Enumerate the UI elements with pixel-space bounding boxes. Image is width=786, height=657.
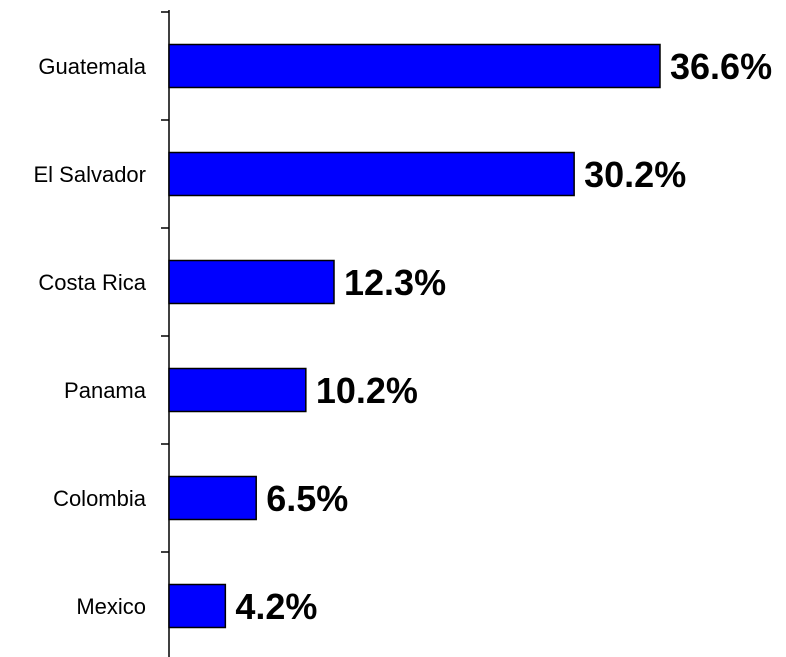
- category-label: Panama: [64, 378, 147, 403]
- category-labels: Guatemala El Salvador Costa Rica Panama Colo…: [33, 54, 146, 619]
- bar-guatemala: [169, 45, 660, 88]
- data-label: 4.2%: [235, 586, 317, 627]
- category-label: Colombia: [53, 486, 147, 511]
- category-label: Costa Rica: [38, 270, 146, 295]
- data-label: 10.2%: [316, 370, 418, 411]
- data-label: 6.5%: [266, 478, 348, 519]
- bar-costa-rica: [169, 261, 334, 304]
- category-label: Mexico: [76, 594, 146, 619]
- bar-panama: [169, 369, 306, 412]
- bars-group: [169, 45, 660, 628]
- data-labels: 36.6% 30.2% 12.3% 10.2% 6.5% 4.2%: [235, 46, 772, 627]
- data-label: 30.2%: [584, 154, 686, 195]
- data-label: 12.3%: [344, 262, 446, 303]
- category-label: El Salvador: [33, 162, 146, 187]
- bar-mexico: [169, 585, 225, 628]
- data-label: 36.6%: [670, 46, 772, 87]
- bar-el-salvador: [169, 153, 574, 196]
- bar-colombia: [169, 477, 256, 520]
- y-axis-ticks: [161, 12, 169, 657]
- category-label: Guatemala: [38, 54, 146, 79]
